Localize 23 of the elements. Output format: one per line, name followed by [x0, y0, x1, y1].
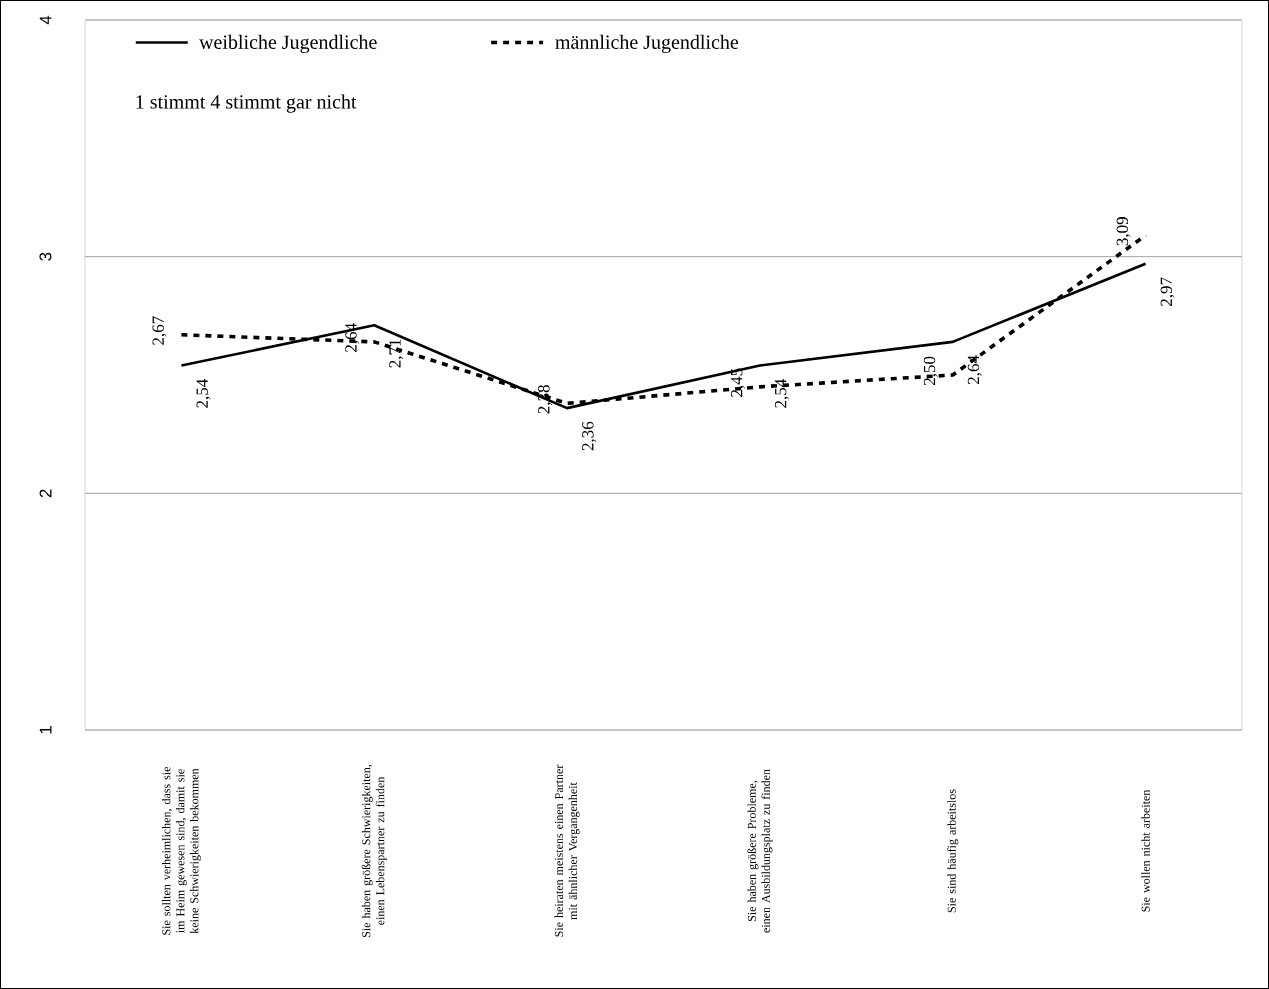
data-label: 2,67 [152, 316, 167, 345]
x-tick-label: Sie haben größere Schwierigkeiten, einen Lebenspartner zu finden [361, 764, 387, 938]
y-tick-label: 3 [39, 252, 52, 261]
annotation: 1 stimmt 4 stimmt gar nicht [136, 94, 357, 113]
x-tick-label: Sie haben größere Probleme, einen Ausbildungsplatz zu finden [747, 769, 773, 933]
data-label: 3,09 [1116, 217, 1131, 246]
legend-label: weibliche Jugendliche [199, 34, 377, 54]
data-label: 2,64 [967, 355, 982, 385]
y-tick-label: 1 [39, 726, 52, 734]
y-tick-label: 2 [39, 489, 52, 498]
y-tick-label: 4 [39, 15, 52, 25]
data-label: 2,54 [774, 379, 789, 408]
x-tick-label: Sie heiraten meistens einen Partner mit ähnlicher Vergangenheit [554, 764, 580, 937]
data-label: 2,64 [345, 323, 360, 352]
data-label: 2,71 [389, 339, 404, 368]
data-label: 2,36 [582, 421, 597, 451]
data-label: 2,97 [1160, 277, 1175, 306]
x-tick-label: Sie wollen nicht arbeiten [1141, 789, 1150, 912]
x-tick-label: Sie sollten verheimlichen, dass sie im Heim gewesen sind, damit sie keine Schwierigkeiten bekommen [161, 766, 201, 935]
legend-label: männliche Jugendliche [555, 34, 739, 54]
data-label: 2,50 [923, 356, 938, 386]
data-label: 2,54 [196, 379, 211, 408]
x-tick-label: Sie sind häufig arbeitslos [947, 789, 959, 913]
